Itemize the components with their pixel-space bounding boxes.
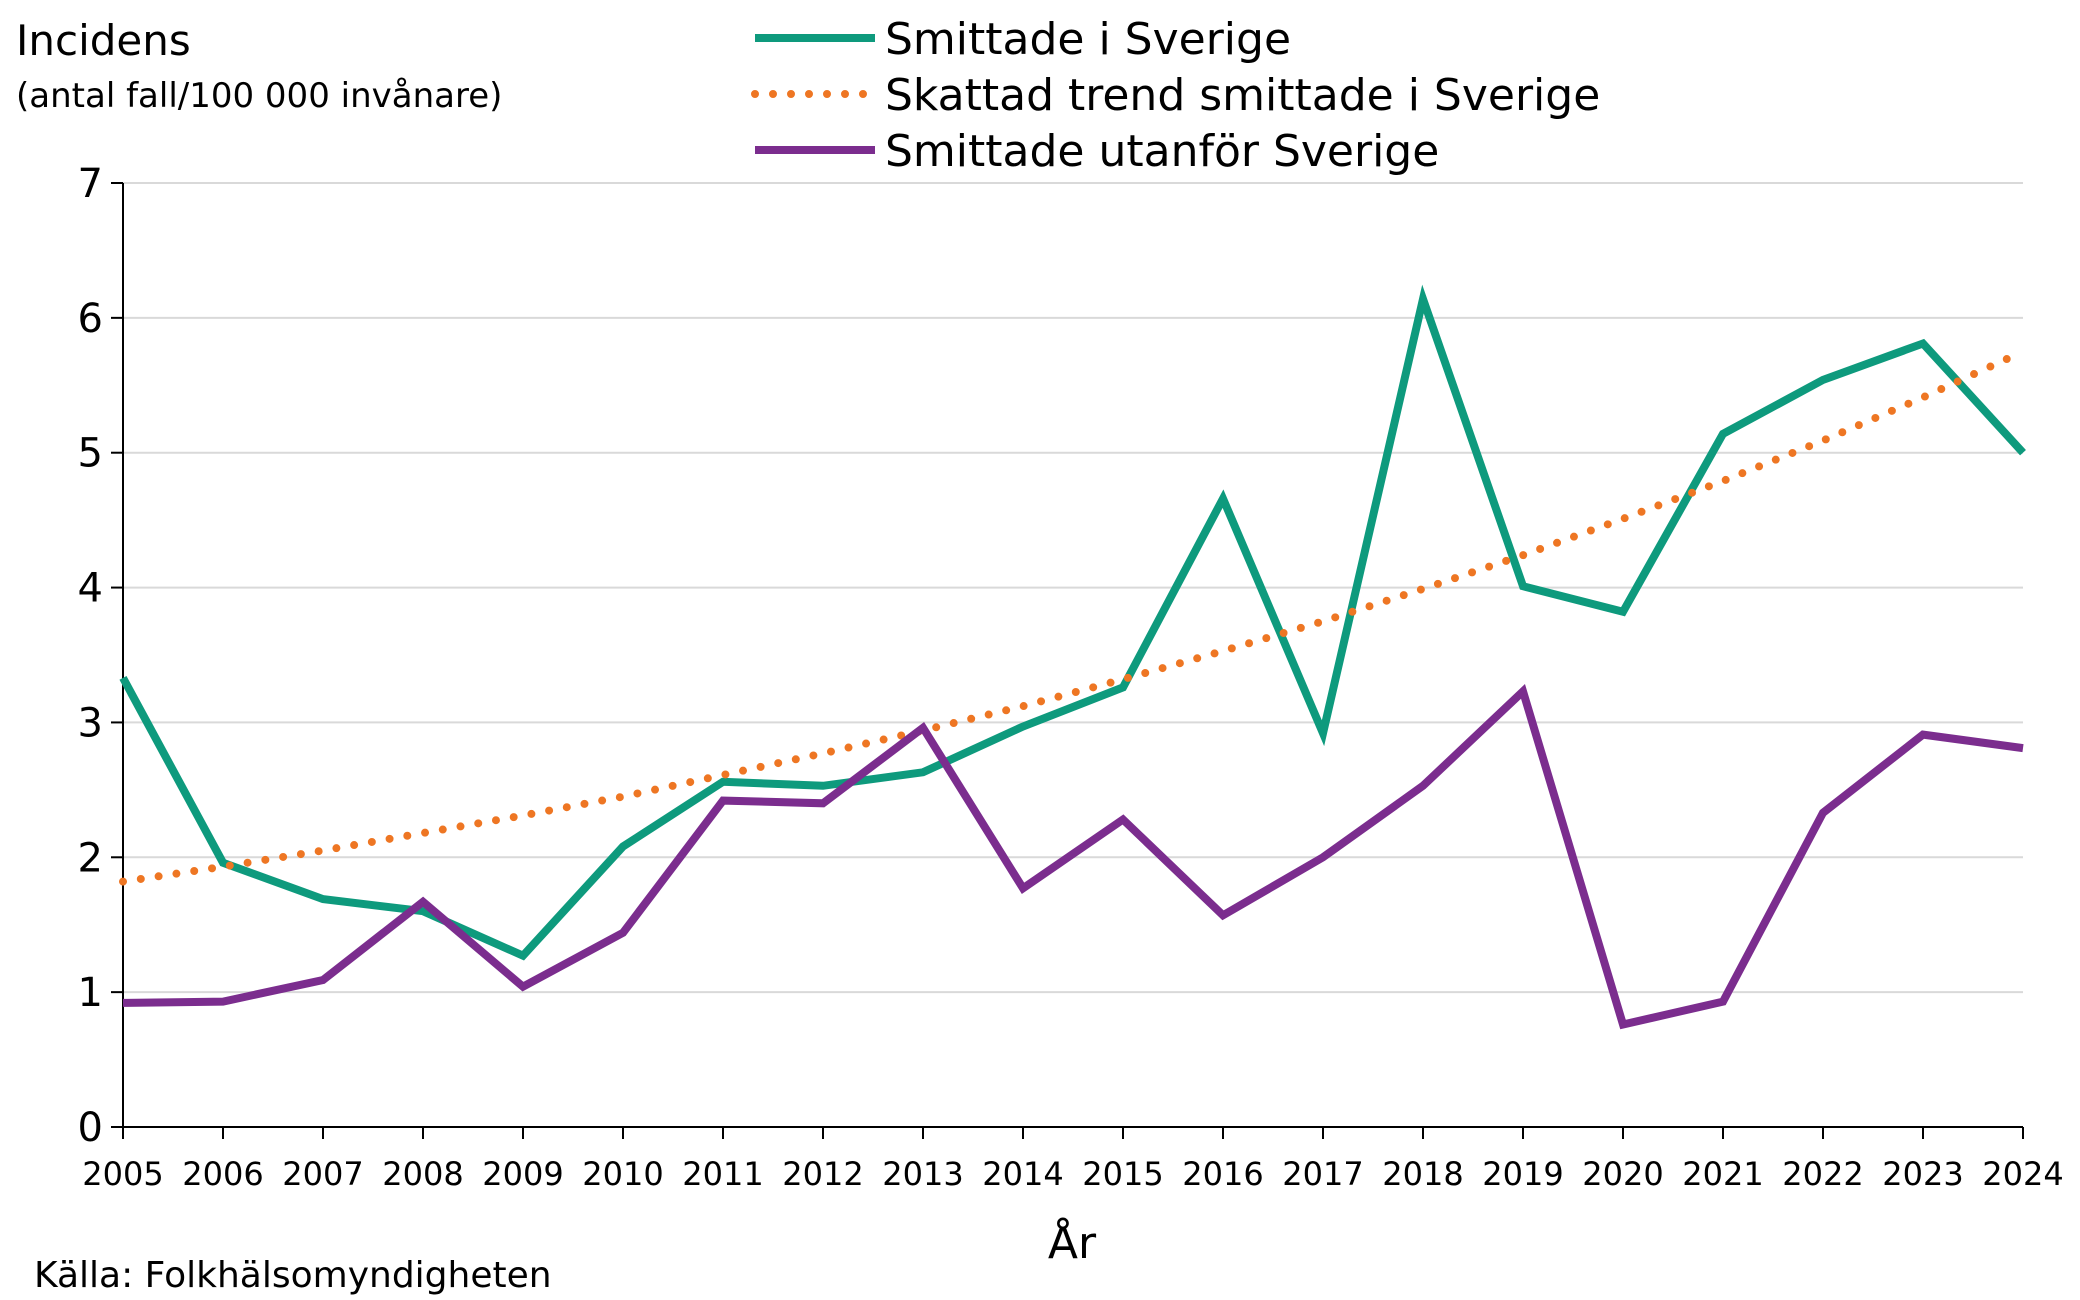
y-tick-label-3: 3 [78, 700, 103, 746]
series-line-smittade-utanf-r-sverige [122, 684, 2024, 1030]
x-tick-label-2013: 2013 [882, 1155, 963, 1193]
x-tick-label-2011: 2011 [682, 1155, 763, 1193]
x-tick-label-2022: 2022 [1782, 1155, 1863, 1193]
x-axis-title: År [1048, 1216, 1097, 1269]
x-tick-label-2018: 2018 [1382, 1155, 1463, 1193]
x-tick-label-2021: 2021 [1682, 1155, 1763, 1193]
x-tick-label-2012: 2012 [782, 1155, 863, 1193]
x-tick-label-2024: 2024 [1982, 1155, 2063, 1193]
y-tick-label-1: 1 [78, 970, 103, 1016]
legend-label-smittade-i-sverige: Smittade i Sverige [885, 14, 1291, 65]
x-tick-label-2023: 2023 [1882, 1155, 1963, 1193]
y-tick-label-2: 2 [78, 835, 103, 881]
tick-labels: 0 1 2 3 4 5 6 7 2005 2006 2007 2008 2009 2010 2011 2012… [78, 161, 2064, 1193]
source-note: Källa: Folkhälsomyndigheten [34, 1255, 552, 1296]
y-tick-label-7: 7 [78, 161, 103, 207]
series [119, 284, 2027, 1030]
x-tick-label-2010: 2010 [582, 1155, 663, 1193]
y-tick-label-0: 0 [78, 1105, 103, 1151]
x-tick-label-2006: 2006 [182, 1155, 263, 1193]
legend: Smittade i Sverige Skattad trend smittad… [751, 14, 1600, 177]
gridlines [123, 182, 2023, 994]
legend-label-smittade-utanfor-sverige: Smittade utanför Sverige [885, 126, 1439, 177]
legend-label-skattad-trend: Skattad trend smittade i Sverige [885, 70, 1600, 121]
x-tick-label-2005: 2005 [82, 1155, 163, 1193]
series-line-skattad-trend-smittade-i-sverige [119, 347, 2027, 886]
x-tick-label-2016: 2016 [1182, 1155, 1263, 1193]
axes [111, 182, 2024, 1139]
y-axis-title: Incidens [16, 16, 191, 65]
y-tick-label-5: 5 [78, 431, 103, 477]
y-tick-label-4: 4 [78, 566, 103, 612]
y-axis-subtitle: (antal fall/100 000 invånare) [16, 76, 502, 116]
x-tick-label-2019: 2019 [1482, 1155, 1563, 1193]
y-tick-label-6: 6 [78, 296, 103, 342]
x-tick-label-2009: 2009 [482, 1155, 563, 1193]
x-tick-label-2007: 2007 [282, 1155, 363, 1193]
x-tick-label-2015: 2015 [1082, 1155, 1163, 1193]
x-tick-label-2008: 2008 [382, 1155, 463, 1193]
x-tick-label-2017: 2017 [1282, 1155, 1363, 1193]
x-tick-label-2020: 2020 [1582, 1155, 1663, 1193]
x-tick-label-2014: 2014 [982, 1155, 1063, 1193]
